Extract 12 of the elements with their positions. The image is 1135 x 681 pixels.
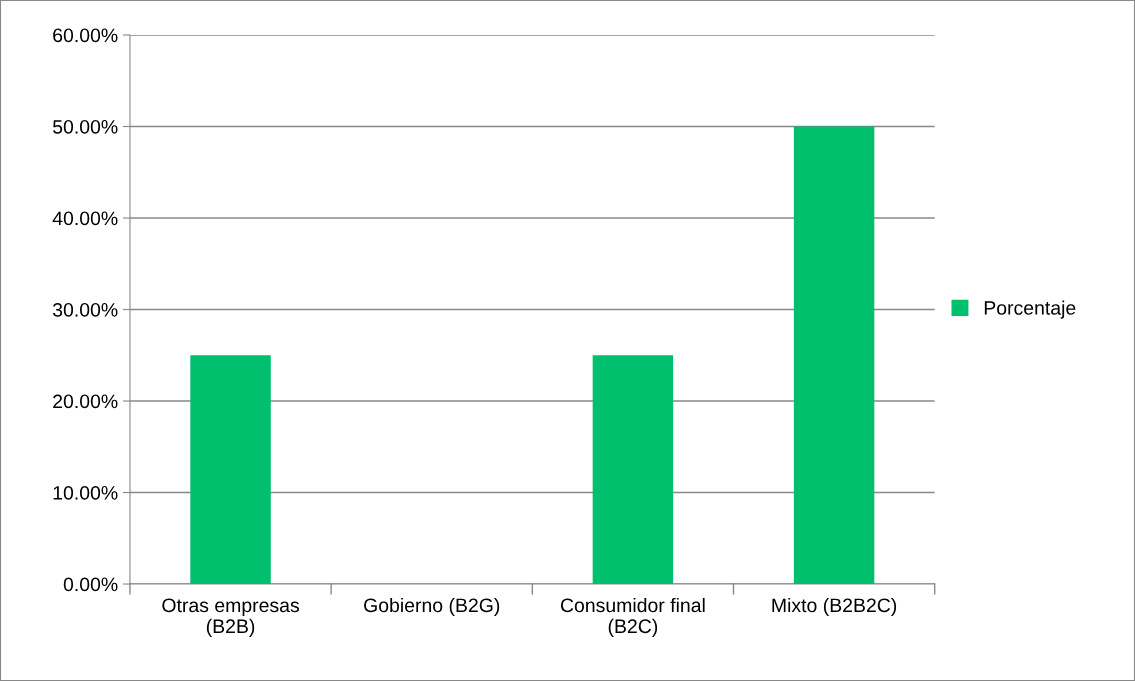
y-tick-label: 60.00% bbox=[53, 28, 118, 43]
x-tick-label: Otras empresas (B2B) bbox=[162, 598, 300, 637]
x-tick-label: Mixto (B2B2C) bbox=[772, 597, 897, 617]
y-tick-label: 20.00% bbox=[53, 394, 118, 409]
legend-label: Porcentaje bbox=[984, 300, 1076, 319]
y-tick-label: 30.00% bbox=[52, 302, 118, 317]
x-tick-label: Gobierno (B2G) bbox=[364, 597, 500, 617]
y-tick-label: 50.00% bbox=[52, 119, 118, 134]
x-tick-label: Consumidor final (B2C) bbox=[560, 597, 705, 637]
y-tick-label: 40.00% bbox=[52, 211, 118, 226]
y-tick-label: 10.00% bbox=[53, 485, 118, 500]
y-tick-label: 0.00% bbox=[63, 577, 118, 592]
